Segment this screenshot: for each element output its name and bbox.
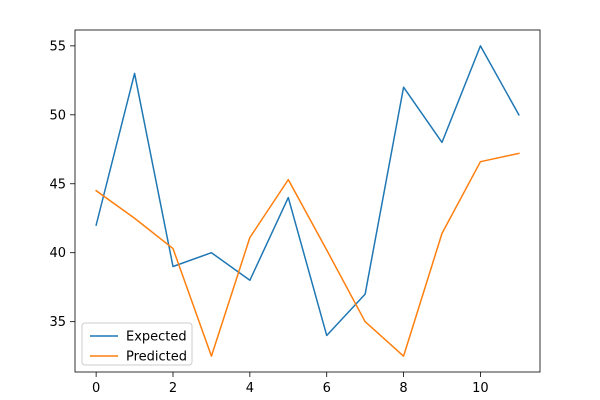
y-tick-label: 50 (49, 108, 66, 123)
x-tick-label: 10 (472, 381, 489, 396)
axes-background (75, 30, 540, 372)
y-tick-label: 35 (49, 315, 66, 330)
y-tick-label: 45 (49, 177, 66, 192)
x-tick-label: 2 (169, 381, 177, 396)
legend: Expected Predicted (81, 322, 193, 366)
x-tick-label: 0 (92, 381, 100, 396)
legend-label-expected: Expected (126, 330, 187, 345)
y-tick-label: 55 (49, 39, 66, 54)
series-line-predicted (95, 152, 520, 357)
x-tick-label: 6 (323, 381, 331, 396)
axis-ticks: 0 2 4 6 8 10 35 40 45 50 55 (49, 39, 488, 396)
legend-label-predicted: Predicted (126, 350, 187, 365)
x-tick-label: 8 (399, 381, 407, 396)
series-line-expected (95, 45, 520, 337)
legend-box (81, 322, 193, 366)
x-tick-label: 4 (246, 381, 254, 396)
y-tick-label: 40 (49, 246, 66, 261)
plot-area (74, 29, 541, 373)
axes-frame (74, 29, 541, 373)
